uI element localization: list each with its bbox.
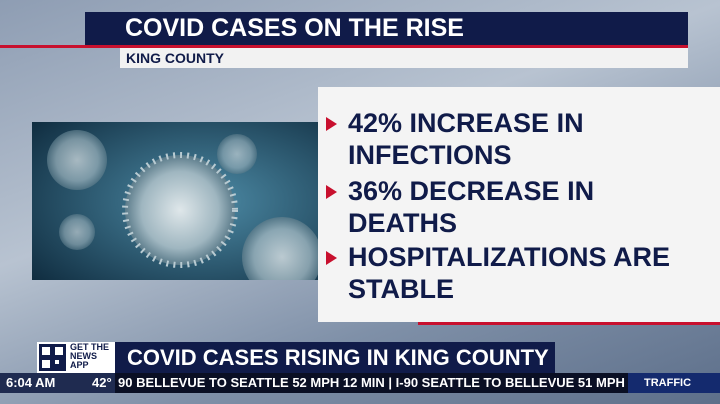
bullet: 42% INCREASE IN INFECTIONS [326,107,708,171]
bullet-text: 36% DECREASE IN DEATHS [348,176,595,238]
qr-code [39,344,66,371]
bullet-text: 42% INCREASE IN INFECTIONS [348,108,584,170]
ticker-text: 90 BELLEVUE TO SEATTLE 52 MPH 12 MIN | I… [118,375,628,390]
bullet: 36% DECREASE IN DEATHS [326,175,708,239]
title-bar: COVID CASES ON THE RISE [85,12,688,45]
clock: 6:04 AM [0,373,115,393]
app-promo [37,342,115,373]
temperature: 42° [92,375,112,390]
headline: COVID CASES RISING IN KING COUNTY [115,342,555,373]
bullet-text: HOSPITALIZATIONS ARE STABLE [348,242,670,304]
ticker-segment: TRAFFIC [628,373,720,393]
subtitle-bar: KING COUNTY [120,48,688,68]
accent-line [0,45,688,48]
app-promo-text: GET THE NEWS APP [70,342,110,370]
accent-line [418,322,720,325]
bullet: HOSPITALIZATIONS ARE STABLE [326,241,708,305]
virus-image [32,122,318,280]
ticker-bar [0,373,720,393]
bullet-panel: 42% INCREASE IN INFECTIONS 36% DECREASE … [318,87,720,322]
